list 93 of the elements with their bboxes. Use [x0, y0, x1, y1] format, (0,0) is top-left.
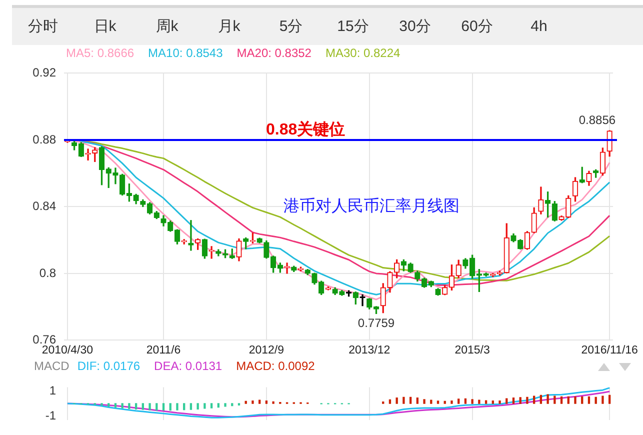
x-tick-label: 2015/3 [454, 344, 490, 356]
bar [217, 403, 220, 408]
bar [252, 400, 254, 404]
bar [588, 396, 590, 404]
bar [423, 399, 426, 404]
bar [567, 396, 570, 404]
bar [258, 400, 261, 404]
text: 港币对人民币汇率月线图 [283, 196, 460, 215]
bar [608, 394, 611, 404]
bar [498, 400, 501, 404]
bar [156, 403, 158, 411]
y-tick-label: -1 [45, 408, 56, 422]
x-tick-label: 2016/11/16 [581, 344, 638, 356]
bar [134, 403, 138, 410]
bar [471, 399, 474, 404]
bar [121, 403, 124, 408]
text: MACD: 0.0092 [236, 359, 315, 374]
bar [396, 398, 398, 404]
bar [526, 396, 528, 404]
bar [190, 403, 192, 410]
bar [183, 403, 186, 410]
text: 日k [92, 17, 118, 37]
bar [244, 400, 247, 404]
x-tick-label: 2013/12 [348, 344, 390, 356]
text: 5分 [278, 17, 304, 37]
bar [519, 397, 522, 404]
bar [388, 399, 392, 404]
bar [265, 400, 268, 404]
bar [224, 403, 226, 407]
bar [574, 396, 576, 404]
annotation: 0.8856 [578, 112, 616, 127]
ref-line-label: 0.88关键位 [266, 120, 346, 138]
annotation: 0.7759 [358, 316, 395, 330]
text: 月k [216, 17, 242, 37]
bar [210, 403, 213, 408]
y-tick-label: 0.84 [32, 199, 56, 214]
y-tick-label: 0.8 [39, 266, 56, 280]
bar [506, 398, 508, 404]
bar [512, 398, 515, 404]
bar [554, 396, 556, 404]
y-tick-label: 0.76 [32, 332, 56, 347]
text: MA10: 0.8543 [148, 46, 223, 60]
chart-title: MACD [34, 359, 70, 374]
text: MA30: 0.8224 [325, 46, 400, 60]
bar [100, 403, 103, 406]
y-tick-label: 0.88 [32, 132, 56, 146]
text: 分时 [27, 17, 59, 37]
bar [602, 396, 604, 404]
x-tick-label: 2010/4/30 [42, 344, 94, 356]
text: DEA: 0.0131 [154, 359, 222, 374]
bar [560, 396, 563, 404]
x-tick-label: 2011/6 [146, 344, 181, 356]
text: MA20: 0.8352 [236, 46, 312, 60]
candlestick [284, 262, 290, 274]
bar [272, 401, 274, 404]
bar [231, 403, 234, 406]
bar [458, 398, 460, 404]
bar [464, 398, 467, 404]
bar [128, 403, 130, 409]
text: MA5: 0.8666 [66, 46, 134, 60]
text: 周k [154, 17, 180, 37]
bar [108, 403, 110, 407]
bar [148, 403, 151, 410]
bar [196, 403, 199, 410]
y-tick-label: 1 [49, 383, 56, 398]
bar [416, 398, 418, 404]
bar [450, 400, 453, 404]
bar [540, 394, 542, 404]
text: 60分 [460, 17, 494, 37]
bar [176, 403, 178, 410]
bar [436, 400, 440, 404]
bar [546, 394, 549, 404]
bar [142, 403, 144, 410]
text: 4h [530, 17, 548, 37]
text: 15分 [336, 17, 370, 37]
bar [402, 396, 405, 404]
bar [409, 396, 412, 404]
text: DIF: 0.0176 [77, 359, 140, 374]
bar [533, 396, 536, 404]
bar [162, 403, 165, 411]
x-tick-label: 2012/9 [248, 344, 284, 356]
y-tick-label: 0.92 [32, 66, 56, 80]
bar [430, 400, 432, 404]
bar [484, 400, 488, 404]
bar [169, 403, 172, 411]
bar [581, 396, 584, 404]
text: 30分 [398, 17, 432, 37]
bar [594, 396, 597, 404]
bar [204, 403, 206, 409]
bar [478, 400, 480, 404]
bar [444, 400, 446, 404]
bar [114, 403, 117, 408]
bar [492, 400, 494, 404]
